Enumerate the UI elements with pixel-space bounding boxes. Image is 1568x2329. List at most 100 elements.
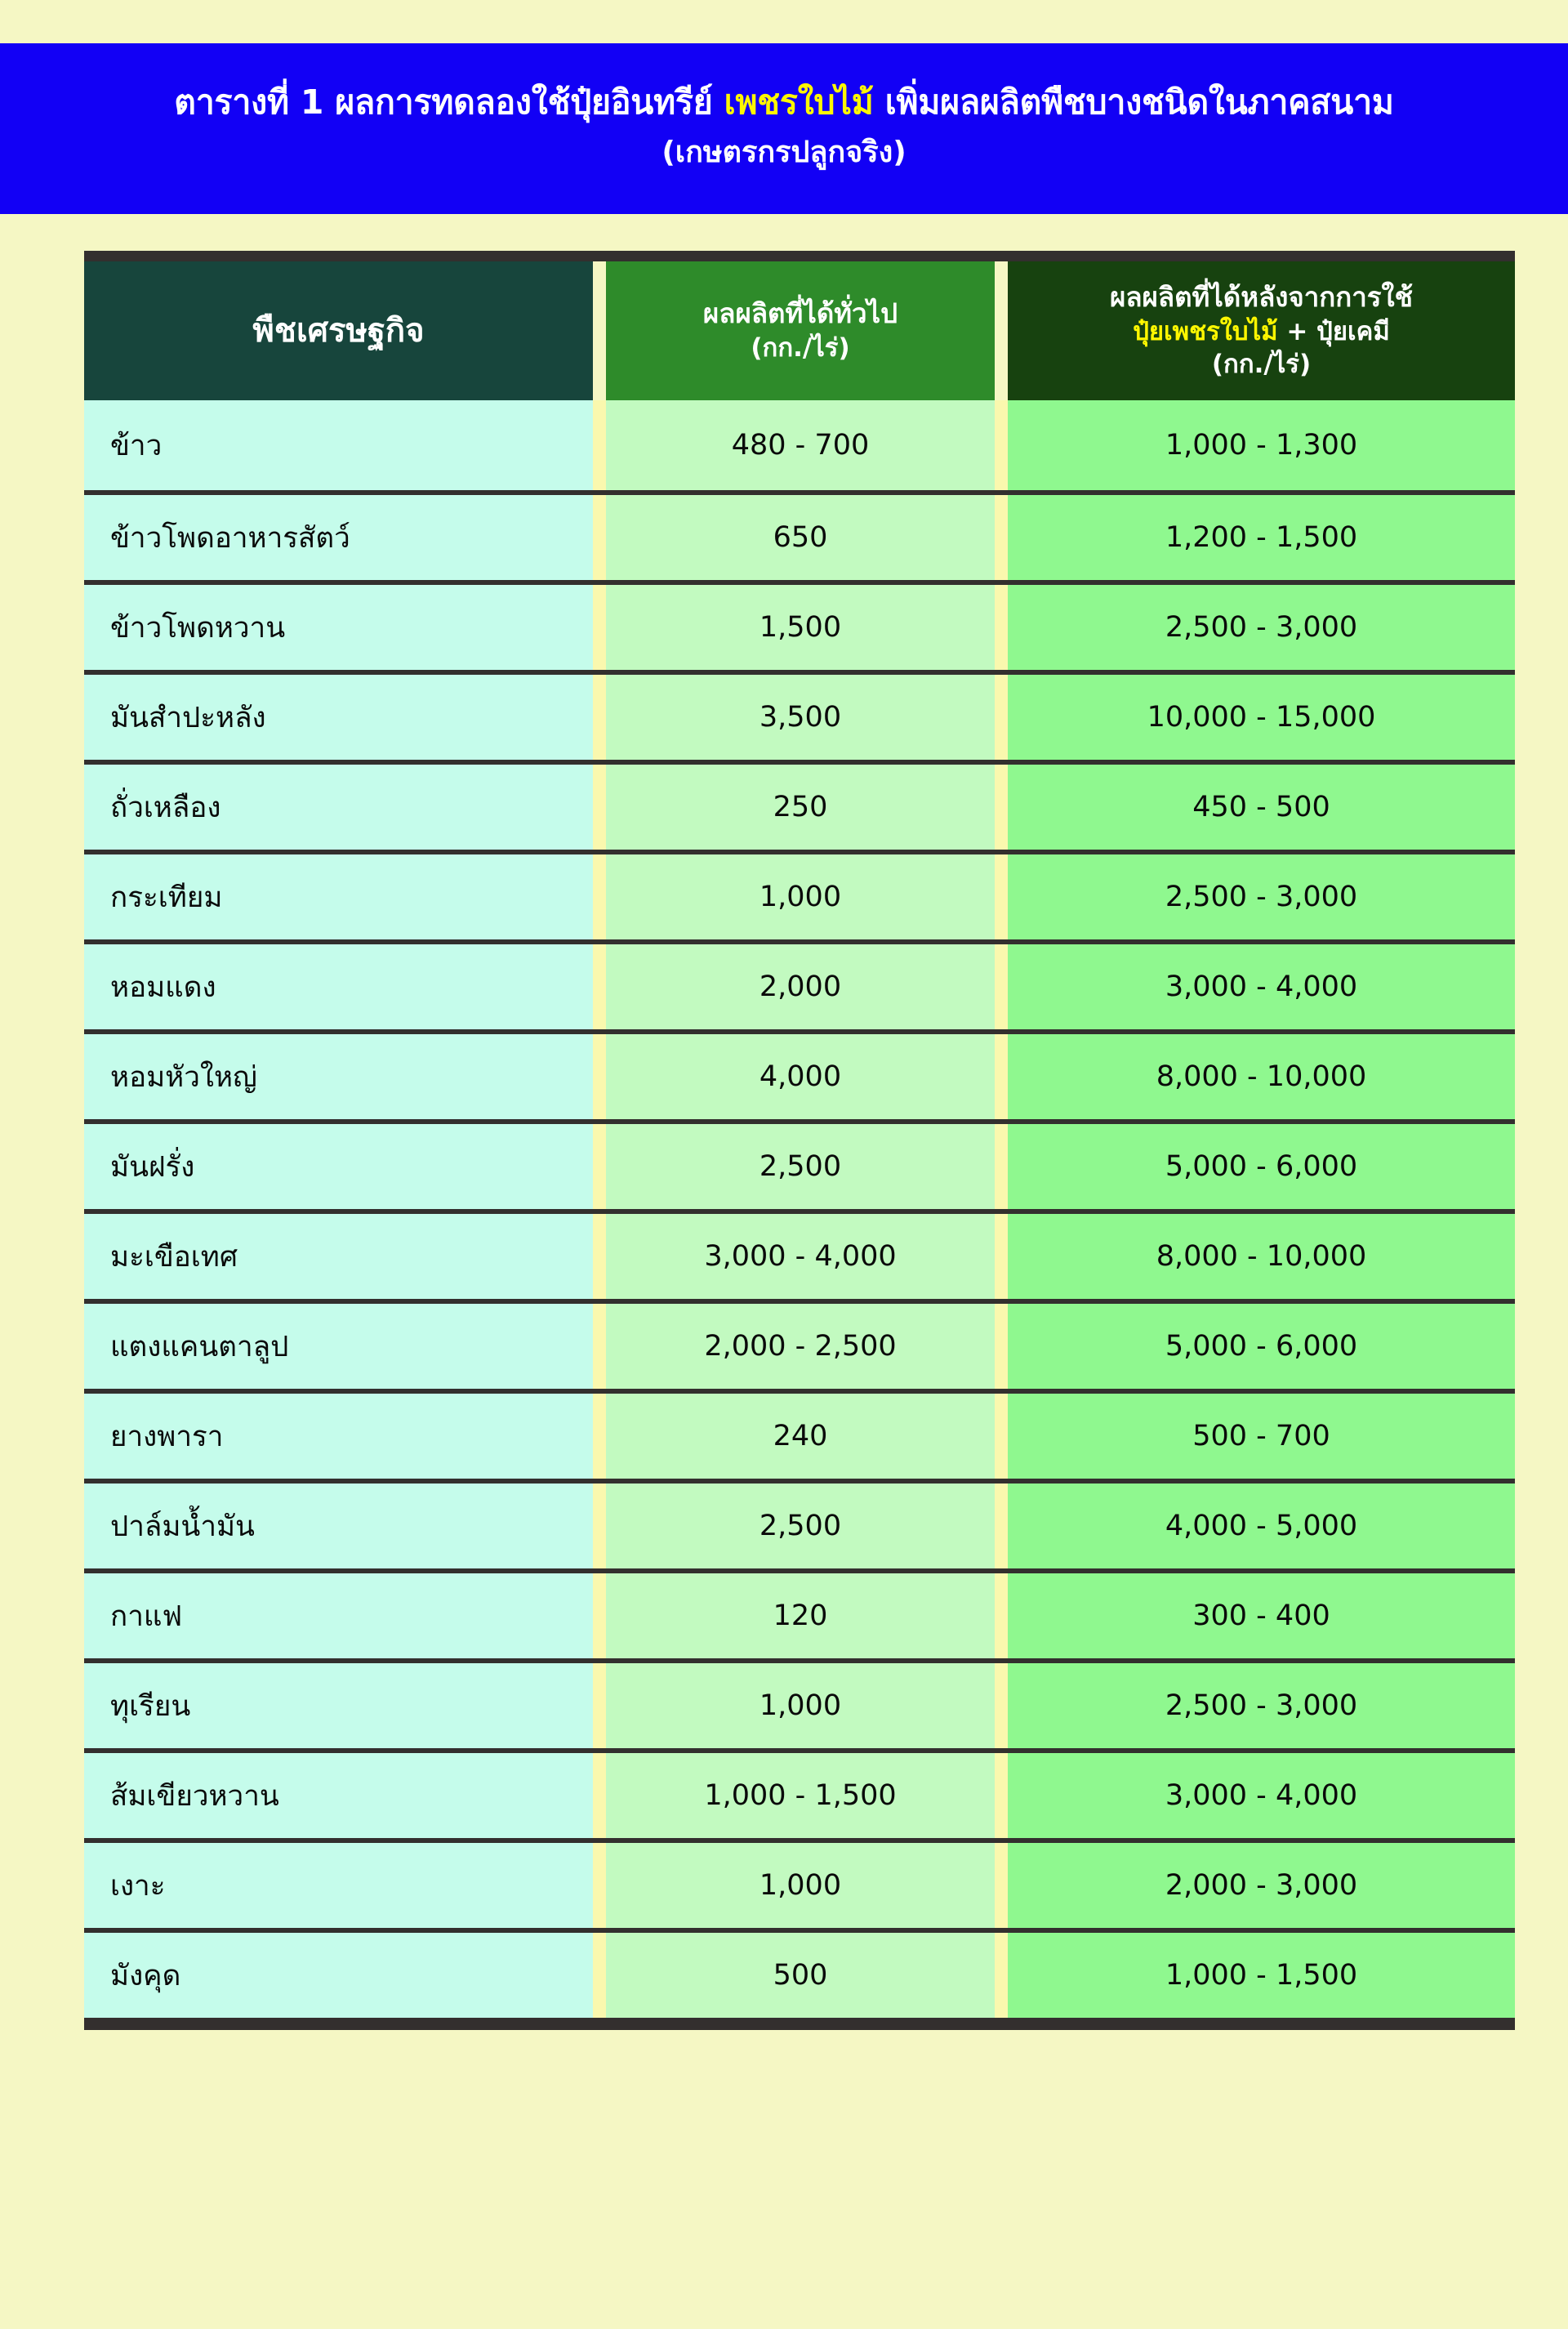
cell-gap: [593, 1568, 606, 1658]
cell-gap: [593, 400, 606, 490]
cell-gap: [995, 670, 1008, 760]
cell-crop-name: มังคุด: [84, 1928, 593, 2018]
table-row: ส้มเขียวหวาน 1,000 - 1,500 3,000 - 4,000: [84, 1748, 1515, 1838]
cell-normal-yield: 2,000 - 2,500: [606, 1299, 995, 1389]
table-row: มันฝรั่ง 2,500 5,000 - 6,000: [84, 1119, 1515, 1209]
header-normal-yield: ผลผลิตที่ได้ทั่วไป (กก./ไร่): [606, 261, 995, 400]
cell-normal-yield: 2,500: [606, 1119, 995, 1209]
cell-gap: [995, 580, 1008, 670]
cell-gap: [593, 1658, 606, 1748]
cell-normal-yield: 1,000: [606, 850, 995, 939]
cell-fertilized-yield: 2,500 - 3,000: [1008, 850, 1515, 939]
cell-gap: [593, 1389, 606, 1479]
header-normal-main: ผลผลิตที่ได้ทั่วไป: [702, 297, 898, 330]
cell-gap: [995, 1299, 1008, 1389]
cell-crop-name: กระเทียม: [84, 850, 593, 939]
cell-gap: [995, 850, 1008, 939]
results-table: พืชเศรษฐกิจ ผลผลิตที่ได้ทั่วไป (กก./ไร่)…: [84, 261, 1515, 2018]
cell-gap: [593, 670, 606, 760]
header-fert-highlight: ปุ๋ยเพชรใบไม้: [1133, 317, 1278, 347]
cell-normal-yield: 480 - 700: [606, 400, 995, 490]
header-fert-product-line: ปุ๋ยเพชรใบไม้ + ปุ๋ยเคมี: [1016, 315, 1507, 348]
header-gap-1: [593, 261, 606, 400]
cell-gap: [995, 1119, 1008, 1209]
table-row: ปาล์มน้ำมัน 2,500 4,000 - 5,000: [84, 1479, 1515, 1568]
cell-crop-name: ข้าวโพดอาหารสัตว์: [84, 490, 593, 580]
cell-fertilized-yield: 8,000 - 10,000: [1008, 1029, 1515, 1119]
cell-fertilized-yield: 3,000 - 4,000: [1008, 1748, 1515, 1838]
title-text-before: ผลการทดลองใช้ปุ๋ยอินทรีย์: [323, 82, 724, 122]
cell-crop-name: ส้มเขียวหวาน: [84, 1748, 593, 1838]
cell-crop-name: หอมแดง: [84, 939, 593, 1029]
cell-gap: [995, 1928, 1008, 2018]
cell-crop-name: ทุเรียน: [84, 1658, 593, 1748]
cell-gap: [593, 490, 606, 580]
cell-fertilized-yield: 5,000 - 6,000: [1008, 1299, 1515, 1389]
cell-gap: [593, 850, 606, 939]
cell-gap: [593, 1479, 606, 1568]
cell-crop-name: ข้าว: [84, 400, 593, 490]
cell-gap: [995, 1389, 1008, 1479]
cell-normal-yield: 650: [606, 490, 995, 580]
table-row: ข้าวโพดอาหารสัตว์ 650 1,200 - 1,500: [84, 490, 1515, 580]
cell-gap: [995, 760, 1008, 850]
cell-fertilized-yield: 5,000 - 6,000: [1008, 1119, 1515, 1209]
results-table-wrapper: พืชเศรษฐกิจ ผลผลิตที่ได้ทั่วไป (กก./ไร่)…: [84, 251, 1515, 2030]
cell-fertilized-yield: 10,000 - 15,000: [1008, 670, 1515, 760]
cell-fertilized-yield: 8,000 - 10,000: [1008, 1209, 1515, 1299]
cell-fertilized-yield: 300 - 400: [1008, 1568, 1515, 1658]
table-header: พืชเศรษฐกิจ ผลผลิตที่ได้ทั่วไป (กก./ไร่)…: [84, 261, 1515, 400]
cell-gap: [995, 400, 1008, 490]
header-fert-main: ผลผลิตที่ได้หลังจากการใช้: [1109, 281, 1413, 314]
cell-gap: [995, 1479, 1008, 1568]
cell-crop-name: แตงแคนตาลูป: [84, 1299, 593, 1389]
cell-crop-name: มะเขือเทศ: [84, 1209, 593, 1299]
table-row: หอมหัวใหญ่ 4,000 8,000 - 10,000: [84, 1029, 1515, 1119]
cell-gap: [593, 1209, 606, 1299]
cell-fertilized-yield: 500 - 700: [1008, 1389, 1515, 1479]
cell-normal-yield: 1,000: [606, 1658, 995, 1748]
header-fert-unit: (กก./ไร่): [1211, 350, 1312, 380]
cell-fertilized-yield: 450 - 500: [1008, 760, 1515, 850]
cell-fertilized-yield: 2,500 - 3,000: [1008, 1658, 1515, 1748]
cell-fertilized-yield: 2,000 - 3,000: [1008, 1838, 1515, 1928]
cell-gap: [995, 1658, 1008, 1748]
title-line-2: (เกษตรกรปลูกจริง): [662, 135, 906, 169]
cell-fertilized-yield: 1,000 - 1,300: [1008, 400, 1515, 490]
cell-gap: [593, 1838, 606, 1928]
table-bottom-rule: [84, 2018, 1515, 2030]
cell-normal-yield: 4,000: [606, 1029, 995, 1119]
header-normal-unit: (กก./ไร่): [751, 333, 850, 364]
cell-gap: [995, 1209, 1008, 1299]
cell-normal-yield: 3,500: [606, 670, 995, 760]
cell-normal-yield: 240: [606, 1389, 995, 1479]
cell-normal-yield: 3,000 - 4,000: [606, 1209, 995, 1299]
cell-crop-name: กาแฟ: [84, 1568, 593, 1658]
table-row: ข้าวโพดหวาน 1,500 2,500 - 3,000: [84, 580, 1515, 670]
cell-crop-name: มันสำปะหลัง: [84, 670, 593, 760]
cell-crop-name: ข้าวโพดหวาน: [84, 580, 593, 670]
cell-gap: [593, 939, 606, 1029]
table-row: ทุเรียน 1,000 2,500 - 3,000: [84, 1658, 1515, 1748]
cell-normal-yield: 500: [606, 1928, 995, 2018]
header-fertilized-yield: ผลผลิตที่ได้หลังจากการใช้ ปุ๋ยเพชรใบไม้ …: [1008, 261, 1515, 400]
table-body: ข้าว 480 - 700 1,000 - 1,300 ข้าวโพดอาหารสั…: [84, 400, 1515, 2018]
table-row: มังคุด 500 1,000 - 1,500: [84, 1928, 1515, 2018]
table-row: กระเทียม 1,000 2,500 - 3,000: [84, 850, 1515, 939]
title-line-1: ตารางที่ 1 ผลการทดลองใช้ปุ๋ยอินทรีย์ เพช…: [174, 82, 1394, 123]
cell-normal-yield: 2,500: [606, 1479, 995, 1568]
title-text-after: เพิ่มผลผลิตพืชบางชนิดในภาคสนาม: [873, 82, 1394, 122]
header-crop: พืชเศรษฐกิจ: [84, 261, 593, 400]
header-fert-plus: + ปุ๋ยเคมี: [1277, 317, 1390, 347]
cell-gap: [593, 1928, 606, 2018]
table-row: หอมแดง 2,000 3,000 - 4,000: [84, 939, 1515, 1029]
cell-normal-yield: 2,000: [606, 939, 995, 1029]
header-row: พืชเศรษฐกิจ ผลผลิตที่ได้ทั่วไป (กก./ไร่)…: [84, 261, 1515, 400]
cell-crop-name: หอมหัวใหญ่: [84, 1029, 593, 1119]
title-highlight-brand: เพชรใบไม้: [724, 82, 874, 122]
table-row: ยางพารา 240 500 - 700: [84, 1389, 1515, 1479]
cell-fertilized-yield: 3,000 - 4,000: [1008, 939, 1515, 1029]
table-row: มันสำปะหลัง 3,500 10,000 - 15,000: [84, 670, 1515, 760]
table-row: แตงแคนตาลูป 2,000 - 2,500 5,000 - 6,000: [84, 1299, 1515, 1389]
